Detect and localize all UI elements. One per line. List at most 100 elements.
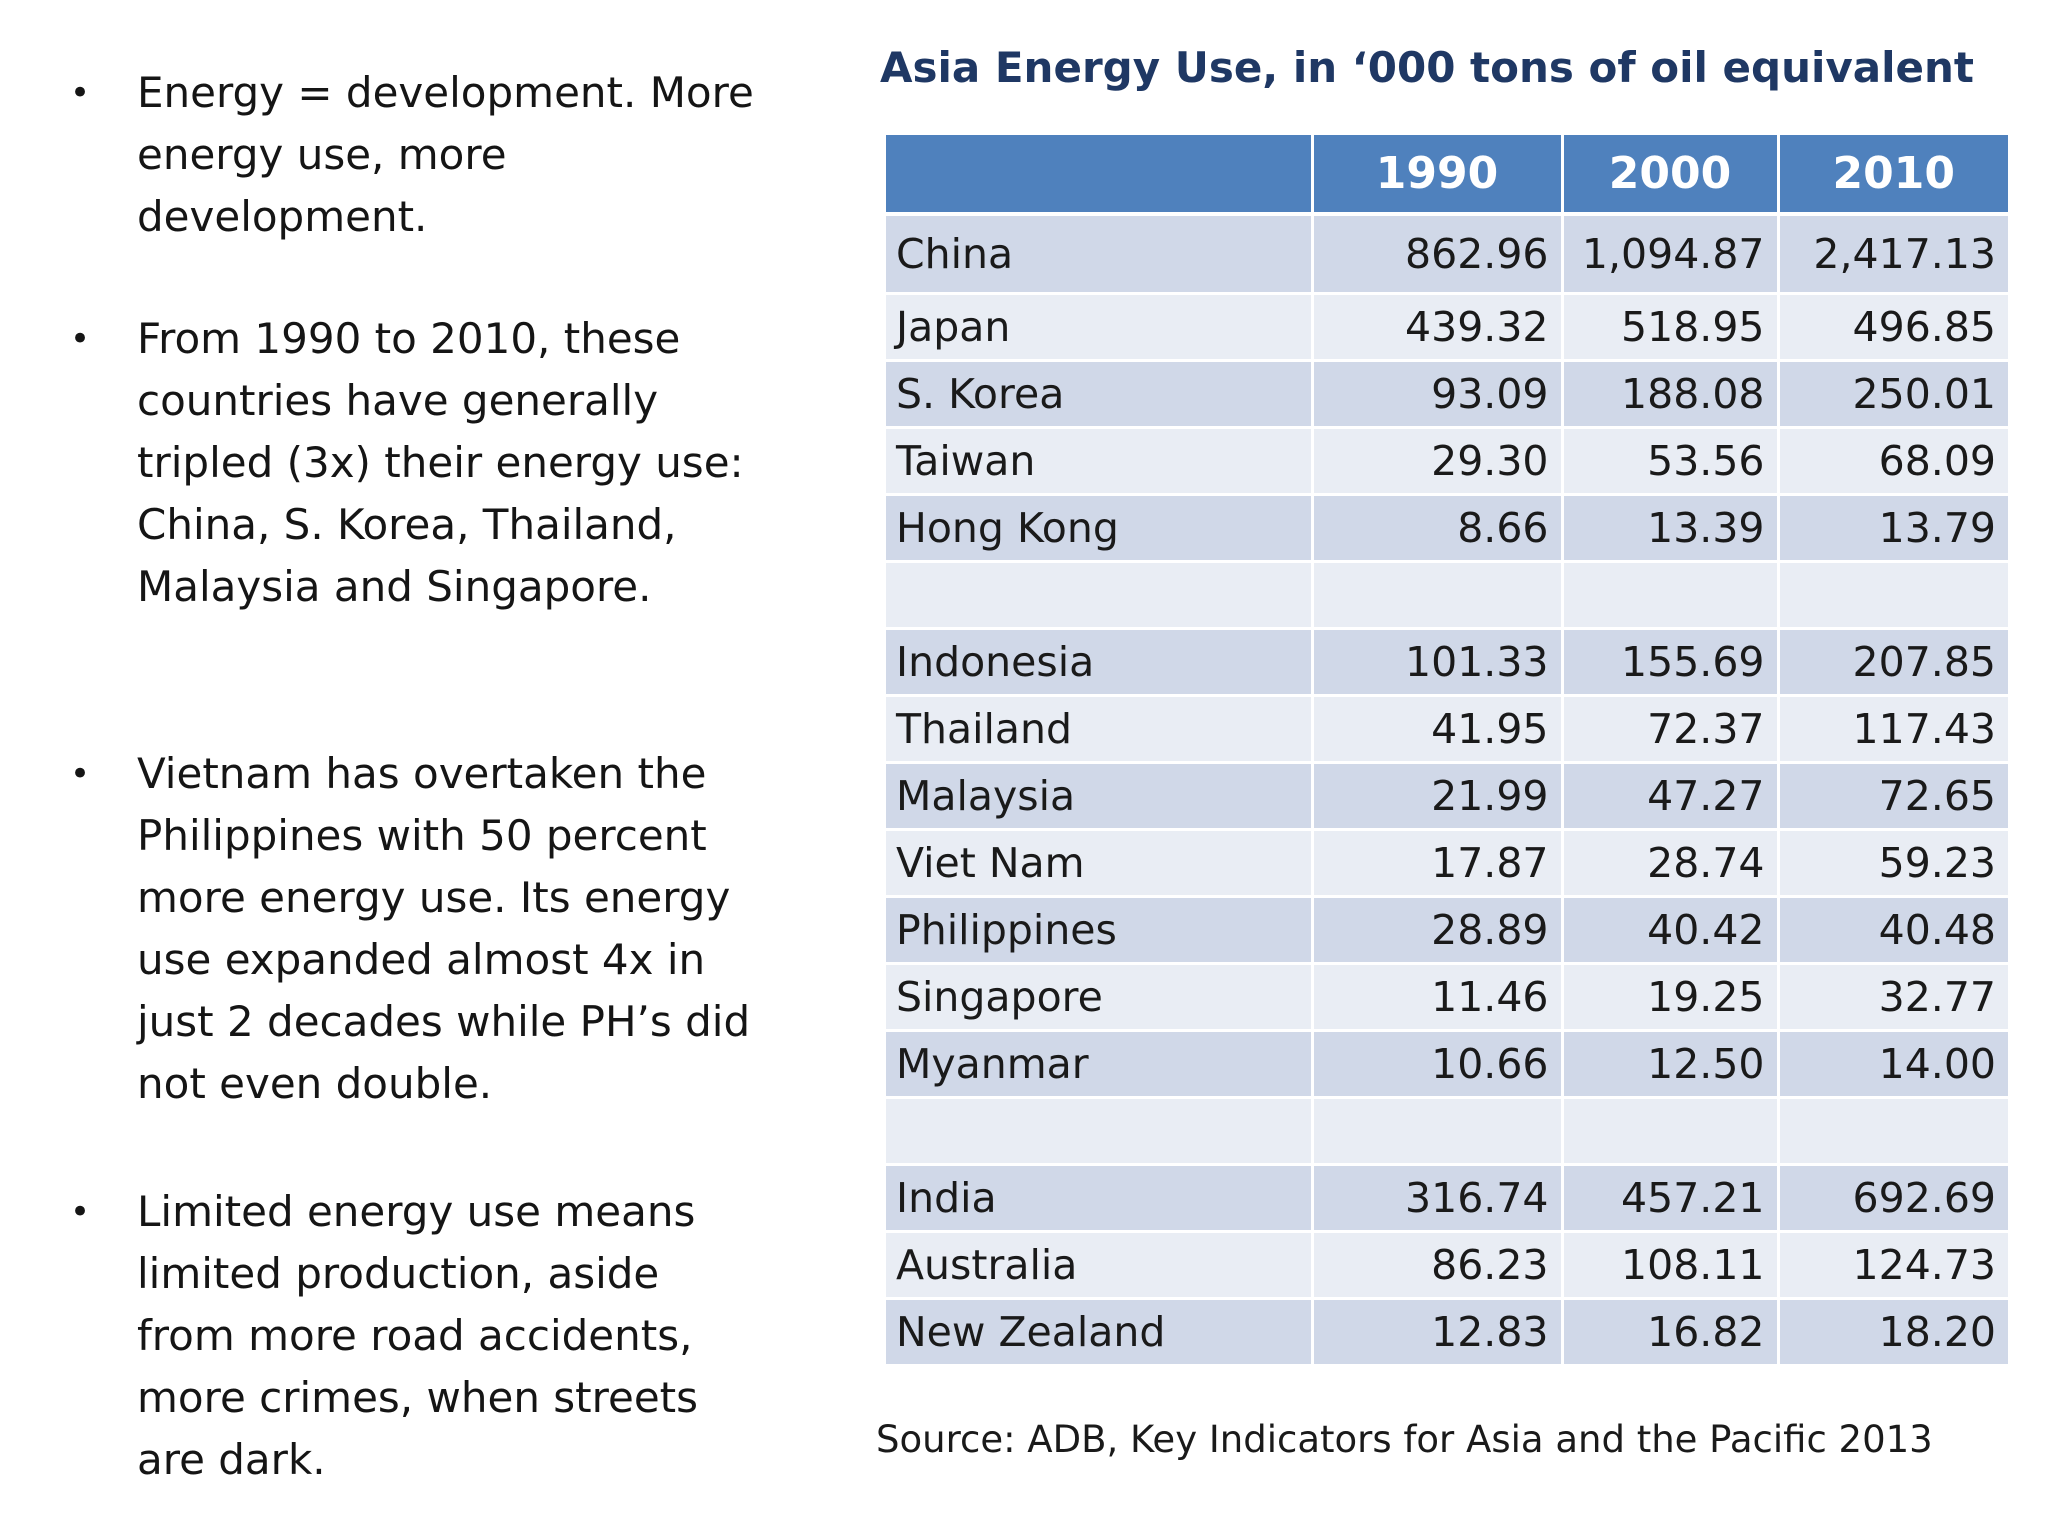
country-cell: Myanmar	[886, 1030, 1314, 1099]
bullet-list: • Energy = development. More energy use,…	[70, 62, 770, 1491]
value-cell: 11.46	[1312, 963, 1564, 1032]
table-row: Indonesia 101.33 155.69 207.85	[886, 628, 2008, 697]
country-cell: Taiwan	[886, 427, 1314, 496]
value-cell: 32.77	[1778, 963, 2008, 1032]
value-cell: 101.33	[1312, 628, 1564, 697]
value-cell: 13.79	[1778, 494, 2008, 563]
value-cell: 10.66	[1312, 1030, 1564, 1099]
value-cell: 439.32	[1312, 293, 1564, 362]
bullet-text: Vietnam has overtaken the Philippines wi…	[137, 749, 751, 1108]
table-title: Asia Energy Use, in ‘000 tons of oil equ…	[880, 43, 1974, 92]
value-cell: 68.09	[1778, 427, 2008, 496]
value-cell: 862.96	[1312, 214, 1564, 295]
cut-off-footer	[876, 1518, 2006, 1536]
value-cell: 28.89	[1312, 896, 1564, 965]
bullet-dot-icon: •	[70, 754, 91, 794]
value-cell: 21.99	[1312, 762, 1564, 831]
value-cell: 316.74	[1312, 1164, 1564, 1233]
value-cell: 8.66	[1312, 494, 1564, 563]
value-cell: 17.87	[1312, 829, 1564, 898]
country-cell: China	[886, 214, 1314, 295]
value-cell: 93.09	[1312, 360, 1564, 429]
value-cell: 692.69	[1778, 1164, 2008, 1233]
bullet-dot-icon: •	[70, 1192, 91, 1232]
country-cell: Indonesia	[886, 628, 1314, 697]
bullet-item: • From 1990 to 2010, these countries hav…	[70, 308, 770, 618]
value-cell: 250.01	[1778, 360, 2008, 429]
value-cell: 40.48	[1778, 896, 2008, 965]
table-row: Taiwan 29.30 53.56 68.09	[886, 427, 2008, 496]
header-cell-country	[886, 135, 1314, 216]
value-cell: 1,094.87	[1562, 214, 1780, 295]
value-cell: 12.83	[1312, 1298, 1564, 1367]
value-cell: 86.23	[1312, 1231, 1564, 1300]
bullet-item: • Vietnam has overtaken the Philippines …	[70, 743, 770, 1115]
bullet-dot-icon: •	[70, 319, 91, 359]
value-cell: 207.85	[1778, 628, 2008, 697]
value-cell: 72.37	[1562, 695, 1780, 764]
table-row: China 862.96 1,094.87 2,417.13	[886, 214, 2008, 295]
country-cell: S. Korea	[886, 360, 1314, 429]
country-cell: Japan	[886, 293, 1314, 362]
table-row: Viet Nam 17.87 28.74 59.23	[886, 829, 2008, 898]
bullet-text: Limited energy use means limited product…	[137, 1187, 699, 1484]
country-cell: Malaysia	[886, 762, 1314, 831]
value-cell: 12.50	[1562, 1030, 1780, 1099]
value-cell: 59.23	[1778, 829, 2008, 898]
country-cell: Viet Nam	[886, 829, 1314, 898]
table-row: Hong Kong 8.66 13.39 13.79	[886, 494, 2008, 563]
value-cell: 108.11	[1562, 1231, 1780, 1300]
country-cell	[886, 1097, 1314, 1166]
value-cell: 47.27	[1562, 762, 1780, 831]
table-row: S. Korea 93.09 188.08 250.01	[886, 360, 2008, 429]
value-cell: 518.95	[1562, 293, 1780, 362]
value-cell: 155.69	[1562, 628, 1780, 697]
value-cell: 19.25	[1562, 963, 1780, 1032]
bullet-text: Energy = development. More energy use, m…	[137, 68, 754, 241]
value-cell: 117.43	[1778, 695, 2008, 764]
value-cell: 496.85	[1778, 293, 2008, 362]
table-row: New Zealand 12.83 16.82 18.20	[886, 1298, 2008, 1367]
table-row: Thailand 41.95 72.37 117.43	[886, 695, 2008, 764]
value-cell: 2,417.13	[1778, 214, 2008, 295]
value-cell	[1312, 1097, 1564, 1166]
table-body: China 862.96 1,094.87 2,417.13 Japan 439.32 51…	[886, 214, 2008, 1367]
table-row: India 316.74 457.21 692.69	[886, 1164, 2008, 1233]
country-cell: India	[886, 1164, 1314, 1233]
country-cell: Thailand	[886, 695, 1314, 764]
value-cell: 13.39	[1562, 494, 1780, 563]
value-cell: 29.30	[1312, 427, 1564, 496]
table-row: Australia 86.23 108.11 124.73	[886, 1231, 2008, 1300]
value-cell: 457.21	[1562, 1164, 1780, 1233]
table-row: Philippines 28.89 40.42 40.48	[886, 896, 2008, 965]
value-cell	[1562, 1097, 1780, 1166]
value-cell	[1562, 561, 1780, 630]
value-cell: 188.08	[1562, 360, 1780, 429]
header-cell-1990: 1990	[1312, 135, 1564, 216]
bullet-item: • Limited energy use means limited produ…	[70, 1181, 770, 1491]
value-cell: 16.82	[1562, 1298, 1780, 1367]
value-cell	[1778, 1097, 2008, 1166]
country-cell: Philippines	[886, 896, 1314, 965]
table-row: Japan 439.32 518.95 496.85	[886, 293, 2008, 362]
value-cell: 28.74	[1562, 829, 1780, 898]
table-row	[886, 561, 2008, 630]
country-cell: Hong Kong	[886, 494, 1314, 563]
table-row: Myanmar 10.66 12.50 14.00	[886, 1030, 2008, 1099]
country-cell	[886, 561, 1314, 630]
country-cell: Singapore	[886, 963, 1314, 1032]
value-cell: 18.20	[1778, 1298, 2008, 1367]
header-cell-2000: 2000	[1562, 135, 1780, 216]
header-cell-2010: 2010	[1778, 135, 2008, 216]
bullet-item: • Energy = development. More energy use,…	[70, 62, 770, 248]
bullet-text: From 1990 to 2010, these countries have …	[137, 314, 744, 611]
table-row	[886, 1097, 2008, 1166]
value-cell: 72.65	[1778, 762, 2008, 831]
value-cell	[1312, 561, 1564, 630]
value-cell: 124.73	[1778, 1231, 2008, 1300]
country-cell: Australia	[886, 1231, 1314, 1300]
value-cell: 14.00	[1778, 1030, 2008, 1099]
value-cell: 40.42	[1562, 896, 1780, 965]
source-note: Source: ADB, Key Indicators for Asia and…	[876, 1418, 1933, 1461]
country-cell: New Zealand	[886, 1298, 1314, 1367]
